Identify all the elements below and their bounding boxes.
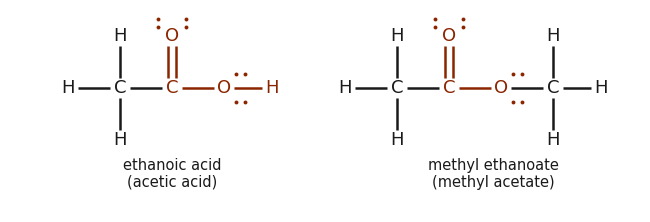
Text: C: C <box>114 79 126 97</box>
Text: O: O <box>494 79 508 97</box>
Text: O: O <box>165 27 179 45</box>
Text: H: H <box>338 79 352 97</box>
Text: (acetic acid): (acetic acid) <box>127 174 217 190</box>
Text: C: C <box>547 79 559 97</box>
Text: methyl ethanoate: methyl ethanoate <box>428 157 558 172</box>
Text: H: H <box>265 79 279 97</box>
Text: C: C <box>443 79 455 97</box>
Text: ethanoic acid: ethanoic acid <box>123 157 221 172</box>
Text: H: H <box>594 79 608 97</box>
Text: H: H <box>390 131 404 149</box>
Text: H: H <box>113 27 127 45</box>
Text: H: H <box>390 27 404 45</box>
Text: (methyl acetate): (methyl acetate) <box>432 174 554 190</box>
Text: H: H <box>61 79 75 97</box>
Text: H: H <box>546 27 560 45</box>
Text: O: O <box>442 27 456 45</box>
Text: C: C <box>391 79 403 97</box>
Text: C: C <box>166 79 178 97</box>
Text: O: O <box>217 79 231 97</box>
Text: H: H <box>546 131 560 149</box>
Text: H: H <box>113 131 127 149</box>
